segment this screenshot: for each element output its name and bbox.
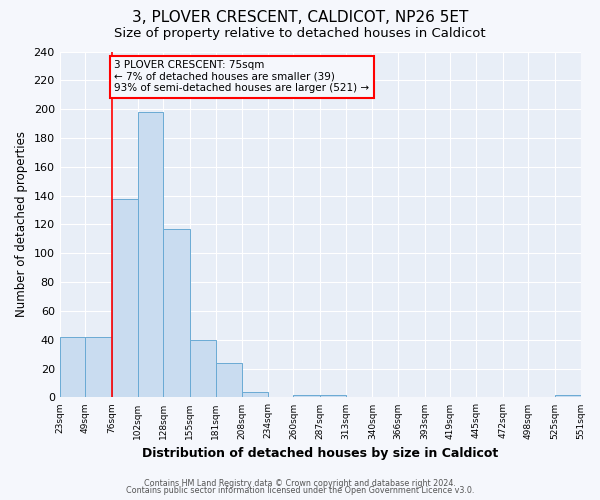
Text: 3, PLOVER CRESCENT, CALDICOT, NP26 5ET: 3, PLOVER CRESCENT, CALDICOT, NP26 5ET [132, 10, 468, 25]
Bar [190, 340, 215, 398]
X-axis label: Distribution of detached houses by size in Caldicot: Distribution of detached houses by size … [142, 447, 498, 460]
Bar [59, 337, 85, 398]
Bar [137, 112, 163, 398]
Text: Contains HM Land Registry data © Crown copyright and database right 2024.: Contains HM Land Registry data © Crown c… [144, 478, 456, 488]
Bar [85, 337, 112, 398]
Text: Size of property relative to detached houses in Caldicot: Size of property relative to detached ho… [114, 28, 486, 40]
Bar [215, 363, 242, 398]
Y-axis label: Number of detached properties: Number of detached properties [15, 132, 28, 318]
Bar [163, 229, 190, 398]
Text: Contains public sector information licensed under the Open Government Licence v3: Contains public sector information licen… [126, 486, 474, 495]
Text: 3 PLOVER CRESCENT: 75sqm
← 7% of detached houses are smaller (39)
93% of semi-de: 3 PLOVER CRESCENT: 75sqm ← 7% of detache… [115, 60, 370, 94]
Bar [112, 198, 137, 398]
Bar [320, 394, 346, 398]
Bar [555, 394, 581, 398]
Bar [242, 392, 268, 398]
Bar [293, 394, 320, 398]
